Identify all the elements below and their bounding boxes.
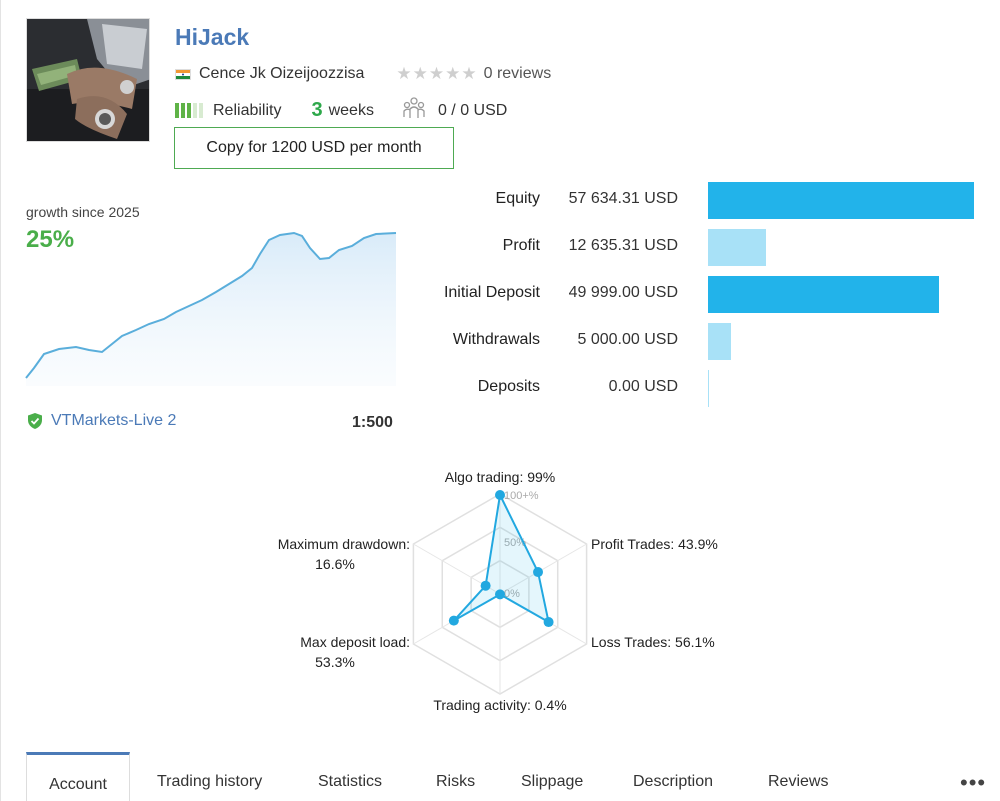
tab-statistics[interactable]: Statistics	[318, 773, 383, 790]
meta-row: Reliability 3 weeks 0 / 0 USD	[175, 97, 507, 124]
radar-axis-label: Maximum drawdown:	[278, 536, 410, 552]
withdrawals-label: Withdrawals	[452, 331, 540, 348]
leverage: 1:500	[352, 414, 393, 431]
tab-account[interactable]: Account	[26, 752, 130, 801]
radar-axis-label: Algo trading: 99%	[445, 469, 556, 485]
more-menu-icon[interactable]: •••	[960, 770, 987, 795]
radar-data-point	[495, 490, 505, 500]
radar-scale-label: 100+%	[504, 490, 539, 502]
growth-line	[25, 231, 397, 379]
weeks-number: 3	[311, 99, 323, 121]
tab-slippage[interactable]: Slippage	[521, 773, 584, 790]
initial-deposit-value: 49 999.00 USD	[568, 284, 678, 301]
tab-reviews[interactable]: Reviews	[768, 773, 829, 790]
broker-server[interactable]: VTMarkets-Live 2	[26, 412, 176, 430]
radar-axis-label: Loss Trades: 56.1%	[591, 634, 715, 650]
initial-deposit-bar[interactable]	[708, 276, 939, 313]
growth-label: growth since 2025	[26, 204, 140, 220]
india-flag-icon	[175, 68, 191, 80]
equity-bar[interactable]	[708, 182, 974, 219]
growth-chart[interactable]	[24, 226, 400, 386]
weeks-unit: weeks	[328, 101, 374, 119]
broker-name[interactable]: VTMarkets-Live 2	[51, 412, 177, 429]
deposits-bar[interactable]	[708, 370, 709, 407]
radar-chart: 100+% 50% 0% Algo trading: 99% Profit Trades…	[278, 469, 718, 713]
radar-data-point	[533, 567, 544, 578]
radar-axis-label: Profit Trades: 43.9%	[591, 536, 718, 552]
radar-data-point	[543, 617, 554, 628]
equity-value: 57 634.31 USD	[568, 190, 678, 207]
reviews-count[interactable]: 0 reviews	[483, 65, 552, 82]
radar-axis-label: Trading activity: 0.4%	[433, 697, 566, 713]
growth-area	[26, 233, 396, 386]
owner-row: Cence Jk Oizeijoozzisa ★★★★★ 0 reviews	[175, 64, 551, 84]
initial-deposit-label: Initial Deposit	[443, 284, 540, 301]
owner-name[interactable]: Cence Jk Oizeijoozzisa	[199, 65, 365, 82]
reliability-label: Reliability	[213, 101, 282, 119]
trader-name[interactable]: HiJack	[175, 24, 250, 50]
rating-stars-icon: ★★★★★	[396, 64, 478, 83]
radar-scale-label: 0%	[504, 588, 520, 600]
radar-spoke	[499, 543, 587, 595]
radar-data-point	[448, 615, 459, 626]
tab-trading-history[interactable]: Trading history	[157, 773, 263, 790]
deposits-value: 0.00 USD	[608, 378, 678, 395]
subscribers-icon	[402, 97, 426, 124]
profit-bar[interactable]	[708, 229, 767, 266]
verified-shield-icon	[28, 413, 42, 429]
growth-value: 25%	[26, 226, 75, 253]
profit-value: 12 635.31 USD	[568, 237, 678, 254]
withdrawals-value: 5 000.00 USD	[577, 331, 678, 348]
avatar	[26, 18, 150, 142]
withdrawals-bar[interactable]	[708, 323, 732, 360]
radar-axis-label: Max deposit load:	[300, 634, 410, 650]
profit-label: Profit	[502, 237, 540, 254]
radar-data-point	[480, 580, 491, 591]
radar-axis-value: 16.6%	[315, 556, 355, 572]
equity-label: Equity	[495, 190, 540, 207]
radar-scale-label: 50%	[504, 537, 526, 549]
tab-risks[interactable]: Risks	[436, 773, 476, 790]
radar-axis-value: 53.3%	[315, 654, 355, 670]
deposits-label: Deposits	[477, 378, 540, 395]
tab-description[interactable]: Description	[633, 773, 714, 790]
reliability-bars-icon	[175, 103, 203, 118]
copy-subscribe-button[interactable]: Copy for 1200 USD per month	[174, 127, 454, 169]
radar-data-point	[495, 589, 505, 600]
subscribers-value: 0 / 0 USD	[437, 101, 508, 119]
tab-bar: Account Trading history Statistics Risks…	[26, 752, 986, 801]
